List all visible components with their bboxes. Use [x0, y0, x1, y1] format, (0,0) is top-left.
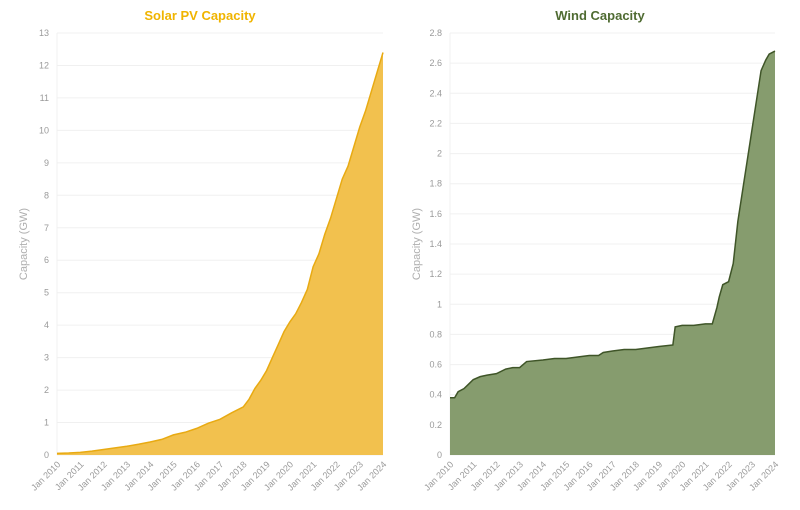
- y-tick-label: 0.6: [429, 360, 442, 370]
- y-tick-label: 1.2: [429, 269, 442, 279]
- y-tick-label: 2.8: [429, 28, 442, 38]
- y-tick-label: 0.2: [429, 420, 442, 430]
- area-line: [56, 52, 384, 455]
- y-tick-label: 2.2: [429, 118, 442, 128]
- y-tick-label: 6: [44, 255, 49, 265]
- y-tick-label: 2: [437, 149, 442, 159]
- y-tick-label: 2: [44, 385, 49, 395]
- y-tick-label: 1.6: [429, 209, 442, 219]
- y-tick-label: 9: [44, 158, 49, 168]
- y-tick-label: 1: [44, 418, 49, 428]
- area-fill: [450, 51, 775, 455]
- y-tick-label: 4: [44, 320, 49, 330]
- y-tick-label: 1: [437, 299, 442, 309]
- area-line: [450, 50, 776, 399]
- solar-chart: Solar PV Capacity 0 1 2 3 4 5 6 7 8 9 10 11 12 13 Capa…: [18, 8, 388, 493]
- y-tick-label: 1.4: [429, 239, 442, 249]
- y-tick-label: 5: [44, 288, 49, 298]
- solar-chart-title: Solar PV Capacity: [144, 8, 256, 23]
- y-tick-label: 7: [44, 223, 49, 233]
- y-tick-label: 10: [39, 125, 49, 135]
- y-tick-label: 8: [44, 190, 49, 200]
- y-tick-label: 12: [39, 60, 49, 70]
- wind-plot: 0 0.2 0.4 0.6 0.8 1 1.2 1.4 1.6 1.8 2 2.2 2.4 2.6 2.8 C…: [411, 28, 780, 493]
- y-tick-label: 2.6: [429, 58, 442, 68]
- y-tick-label: 11: [40, 93, 49, 103]
- y-tick-label: 2.4: [429, 88, 442, 98]
- y-tick-label: 0.8: [429, 329, 442, 339]
- wind-chart-title: Wind Capacity: [555, 8, 645, 23]
- y-tick-label: 0: [437, 450, 442, 460]
- wind-chart: Wind Capacity 0 0.2 0.4 0.6 0.8 1 1.2 1.4 1.6 1.8…: [400, 0, 800, 510]
- y-axis-label: Capacity (GW): [411, 208, 423, 280]
- y-tick-label: 3: [44, 353, 49, 363]
- y-axis-label: Capacity (GW): [18, 208, 30, 280]
- y-tick-label: 1.8: [429, 179, 442, 189]
- area-fill: [57, 52, 383, 455]
- y-tick-label: 0: [44, 450, 49, 460]
- y-tick-label: 0.4: [429, 390, 442, 400]
- y-tick-label: 13: [39, 28, 49, 38]
